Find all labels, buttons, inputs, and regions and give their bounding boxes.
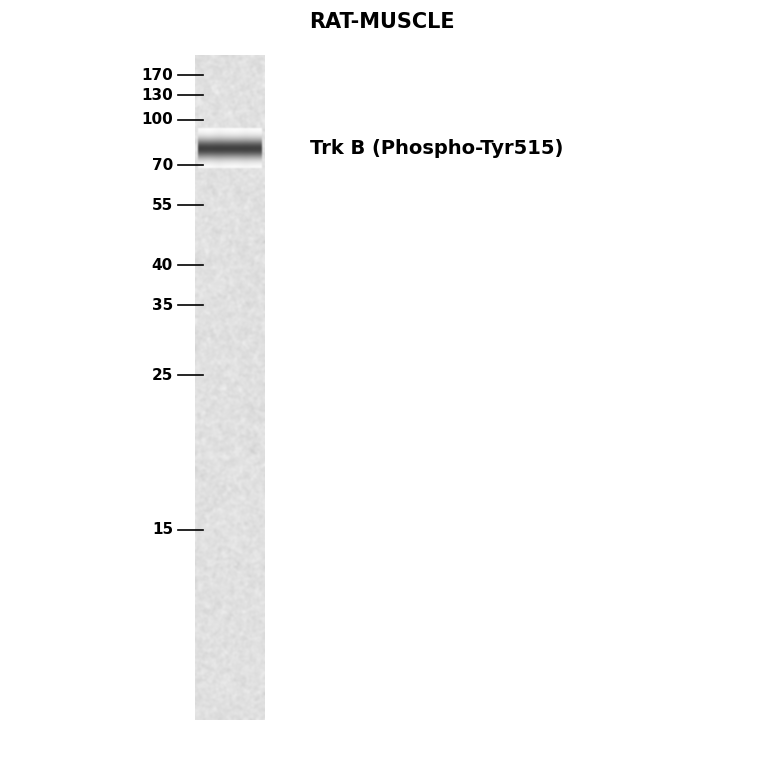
Text: 100: 100 bbox=[141, 112, 173, 128]
Text: 130: 130 bbox=[141, 88, 173, 102]
Text: 35: 35 bbox=[152, 297, 173, 312]
Text: 70: 70 bbox=[152, 157, 173, 173]
Text: 15: 15 bbox=[152, 523, 173, 538]
Text: 55: 55 bbox=[152, 198, 173, 212]
Text: Trk B (Phospho-Tyr515): Trk B (Phospho-Tyr515) bbox=[310, 138, 563, 157]
Text: RAT-MUSCLE: RAT-MUSCLE bbox=[309, 12, 455, 32]
Text: 40: 40 bbox=[152, 257, 173, 273]
Text: 25: 25 bbox=[151, 367, 173, 383]
Text: 170: 170 bbox=[141, 67, 173, 83]
